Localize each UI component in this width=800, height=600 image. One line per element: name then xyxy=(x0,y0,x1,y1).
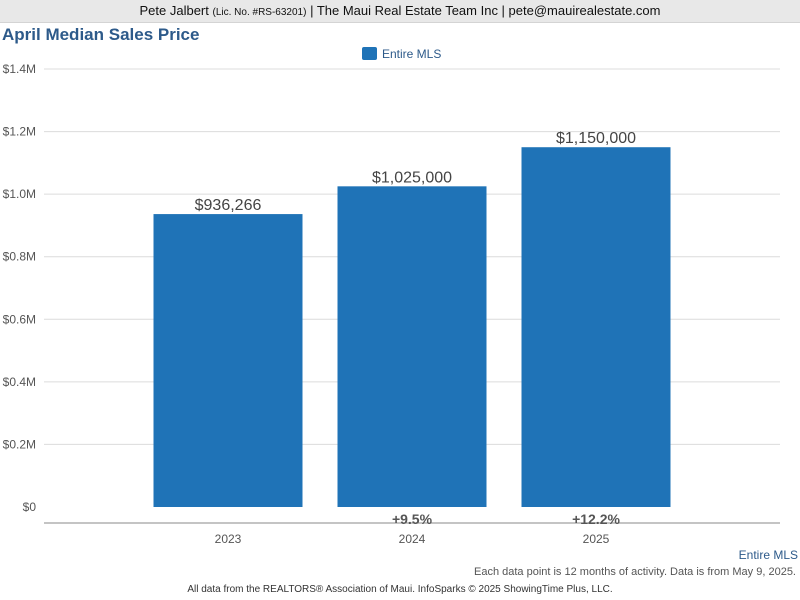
bar-value-label: $1,150,000 xyxy=(556,130,636,147)
change-label: +9.5% xyxy=(392,511,433,527)
bar-2023[interactable] xyxy=(153,214,303,507)
footer-series-label[interactable]: Entire MLS xyxy=(738,548,798,562)
agent-name: Pete Jalbert xyxy=(139,3,209,18)
x-tick-label: 2025 xyxy=(583,532,610,546)
footer-note: Each data point is 12 months of activity… xyxy=(473,566,796,578)
footer-credit: All data from the REALTORS® Association … xyxy=(187,584,613,595)
x-tick-label: 2023 xyxy=(215,532,242,546)
legend[interactable]: Entire MLS xyxy=(362,47,441,61)
x-axis-ticks: 2023 2024 2025 xyxy=(215,532,610,546)
y-tick-label: $1.4M xyxy=(3,62,36,76)
y-tick-label: $0.4M xyxy=(3,375,36,389)
bar-value-labels: $936,266 $1,025,000 $1,150,000 xyxy=(195,130,637,214)
bar-value-label: $1,025,000 xyxy=(372,169,452,186)
x-tick-label: 2024 xyxy=(399,532,426,546)
y-axis-ticks: $0 $0.2M $0.4M $0.6M $0.8M $1.0M $1.2M $1.4M xyxy=(3,62,37,514)
bars xyxy=(153,147,671,508)
agent-license: (Lic. No. #RS-63201) xyxy=(212,7,307,18)
legend-label-entire-mls: Entire MLS xyxy=(382,47,441,61)
y-tick-label: $1.2M xyxy=(3,125,36,139)
change-label: +12.2% xyxy=(572,511,620,527)
bar-2024[interactable] xyxy=(337,186,487,508)
bar-value-label: $936,266 xyxy=(195,197,262,214)
legend-swatch xyxy=(362,47,377,60)
agent-company-email: | The Maui Real Estate Team Inc | pete@m… xyxy=(310,3,661,18)
y-tick-label: $0 xyxy=(23,500,37,514)
y-tick-label: $0.6M xyxy=(3,312,36,326)
y-tick-label: $0.2M xyxy=(3,437,36,451)
y-tick-label: $1.0M xyxy=(3,187,36,201)
chart-title: April Median Sales Price xyxy=(2,25,200,44)
y-tick-label: $0.8M xyxy=(3,250,36,264)
agent-header: Pete Jalbert (Lic. No. #RS-63201) | The … xyxy=(0,0,800,23)
change-labels: +9.5% +12.2% xyxy=(392,511,621,527)
bar-2025[interactable] xyxy=(521,147,671,507)
